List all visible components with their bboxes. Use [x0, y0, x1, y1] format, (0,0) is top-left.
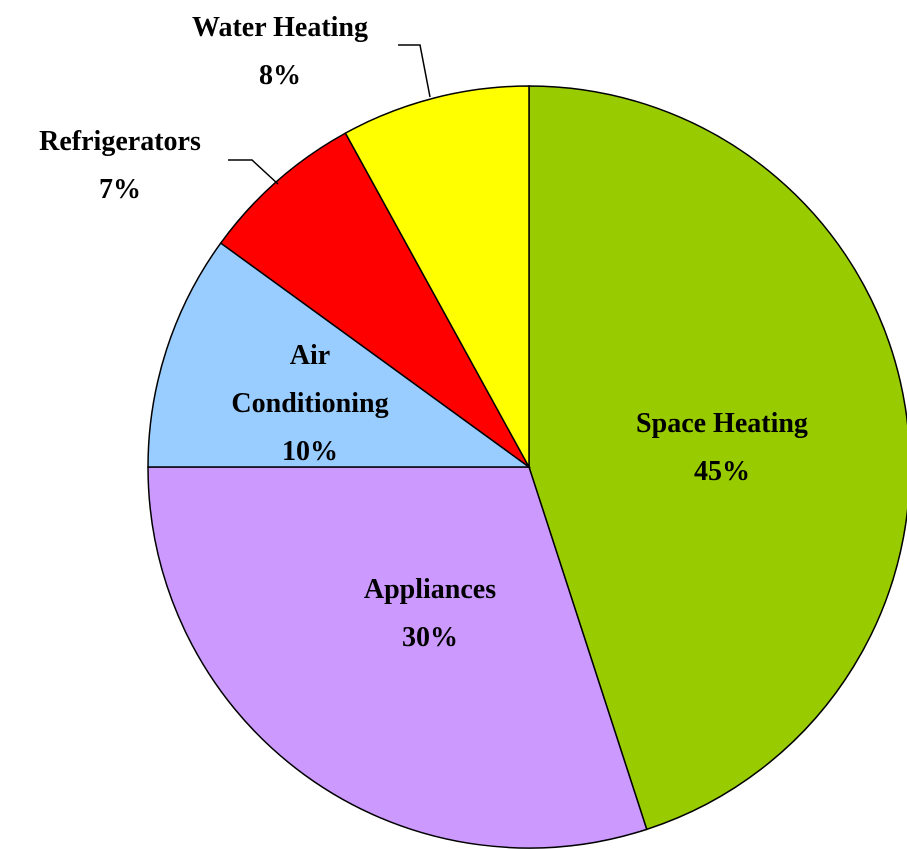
pie-slice — [219, 132, 530, 468]
pie-slice — [147, 466, 648, 849]
slice-label: Air Conditioning 10% — [215, 332, 405, 476]
value-label: 30% — [402, 622, 458, 653]
leader-line — [228, 159, 279, 185]
slice-label: Water Heating 8% — [140, 4, 420, 100]
slice-label: Refrigerators 7% — [0, 118, 250, 214]
category-name: Refrigerators — [39, 126, 201, 157]
category-name: Water Heating — [191, 12, 368, 43]
value-label: 8% — [259, 60, 301, 91]
category-name: Space Heating — [636, 408, 808, 439]
category-name: Appliances — [363, 574, 497, 605]
slice-label: Appliances 30% — [270, 566, 590, 662]
slice-label: Space Heating 45% — [562, 400, 882, 496]
value-label: 10% — [282, 436, 338, 467]
value-label: 7% — [99, 174, 141, 205]
pie-slice — [147, 242, 532, 468]
pie-slice — [344, 85, 530, 468]
category-name: Air Conditioning — [231, 340, 389, 419]
leader-line — [398, 44, 431, 98]
pie-slice — [528, 85, 907, 831]
value-label: 45% — [694, 456, 750, 487]
